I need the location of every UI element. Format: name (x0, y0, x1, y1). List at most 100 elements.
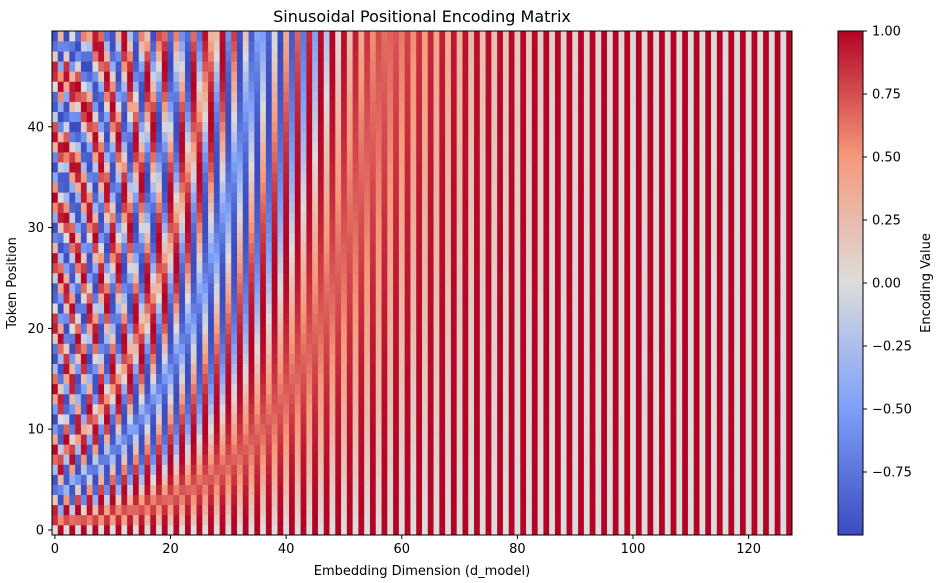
heatmap-cell (485, 212, 492, 223)
heatmap-cell (323, 484, 330, 496)
heatmap-cell (341, 403, 348, 415)
heatmap-cell (433, 343, 440, 354)
heatmap-cell (127, 333, 134, 344)
heatmap-cell (780, 353, 787, 364)
heatmap-cell (601, 303, 608, 314)
heatmap-cell (156, 162, 163, 173)
heatmap-cell (352, 232, 359, 244)
heatmap-cell (554, 434, 562, 445)
heatmap-cell (572, 484, 579, 496)
heatmap-cell (387, 504, 394, 516)
heatmap-cell (306, 232, 313, 244)
heatmap-cell (664, 504, 671, 516)
heatmap-cell (277, 393, 284, 405)
heatmap-cell (433, 514, 440, 526)
heatmap-cell (705, 262, 712, 274)
heatmap-cell (641, 333, 648, 344)
heatmap-cell (335, 232, 342, 244)
heatmap-cell (150, 504, 157, 516)
heatmap-cell (364, 313, 371, 324)
heatmap-cell (312, 242, 319, 254)
heatmap-cell (63, 252, 70, 264)
heatmap-cell (63, 333, 70, 344)
heatmap-cell (271, 262, 278, 274)
heatmap-cell (237, 182, 244, 193)
heatmap-cell (537, 393, 544, 405)
heatmap-cell (676, 162, 683, 173)
heatmap-cell (237, 262, 244, 274)
heatmap-cell (80, 484, 88, 496)
heatmap-cell (173, 323, 180, 334)
heatmap-cell (317, 151, 325, 163)
heatmap-cell (375, 283, 382, 294)
heatmap-cell (179, 252, 186, 264)
heatmap-cell (474, 383, 481, 395)
heatmap-cell (659, 494, 666, 506)
heatmap-cell (179, 514, 186, 526)
heatmap-cell (659, 474, 666, 485)
heatmap-cell (167, 504, 174, 516)
heatmap-cell (583, 514, 591, 526)
heatmap-cell (670, 383, 677, 395)
heatmap-cell (173, 252, 180, 264)
heatmap-cell (745, 202, 752, 213)
heatmap-cell (109, 494, 116, 506)
heatmap-cell (138, 343, 145, 354)
heatmap-cell (265, 141, 273, 153)
heatmap-cell (63, 272, 70, 284)
heatmap-cell (474, 444, 481, 455)
heatmap-cell (242, 192, 249, 203)
heatmap-cell (491, 353, 498, 364)
heatmap-cell (329, 323, 336, 334)
heatmap-cell (572, 172, 579, 183)
heatmap-cell (739, 484, 747, 496)
heatmap-cell (676, 262, 683, 274)
heatmap-cell (104, 212, 111, 223)
heatmap-cell (618, 162, 625, 173)
heatmap-cell (520, 363, 527, 375)
heatmap-cell (138, 283, 145, 294)
heatmap-cell (80, 182, 88, 193)
heatmap-cell (352, 313, 359, 324)
heatmap-cell (294, 303, 301, 314)
heatmap-cell (705, 373, 712, 385)
heatmap-cell (341, 182, 348, 193)
heatmap-cell (578, 333, 585, 344)
heatmap-cell (341, 242, 348, 254)
heatmap-cell (277, 283, 284, 294)
heatmap-cell (479, 303, 486, 314)
heatmap-cell (653, 283, 660, 294)
heatmap-cell (104, 293, 111, 304)
heatmap-cell (127, 343, 134, 354)
heatmap-cell (456, 323, 463, 334)
heatmap-cell (300, 182, 307, 193)
heatmap-cell (179, 414, 186, 425)
heatmap-cell (300, 343, 307, 354)
heatmap-cell (745, 293, 752, 304)
heatmap-cell (132, 454, 140, 465)
heatmap-cell (121, 222, 128, 233)
heatmap-cell (514, 353, 521, 364)
heatmap-cell (138, 484, 145, 496)
heatmap-cell (456, 202, 463, 213)
heatmap-cell (728, 474, 735, 485)
heatmap-cell (369, 293, 377, 304)
heatmap-cell (763, 162, 770, 173)
heatmap-cell (607, 212, 614, 223)
heatmap-cell (676, 232, 683, 244)
heatmap-cell (190, 283, 197, 294)
heatmap-cell (167, 202, 174, 213)
heatmap-cell (427, 393, 434, 405)
heatmap-cell (497, 252, 504, 264)
heatmap-cell (543, 141, 550, 153)
heatmap-cell (196, 283, 203, 294)
heatmap-cell (659, 141, 666, 153)
heatmap-cell (543, 151, 550, 163)
heatmap-cell (57, 131, 64, 143)
heatmap-cell (242, 303, 249, 314)
heatmap-cell (300, 293, 307, 304)
heatmap-cell (341, 424, 348, 435)
heatmap-cell (502, 504, 510, 516)
heatmap-cell (520, 484, 527, 496)
heatmap-cell (618, 222, 625, 233)
